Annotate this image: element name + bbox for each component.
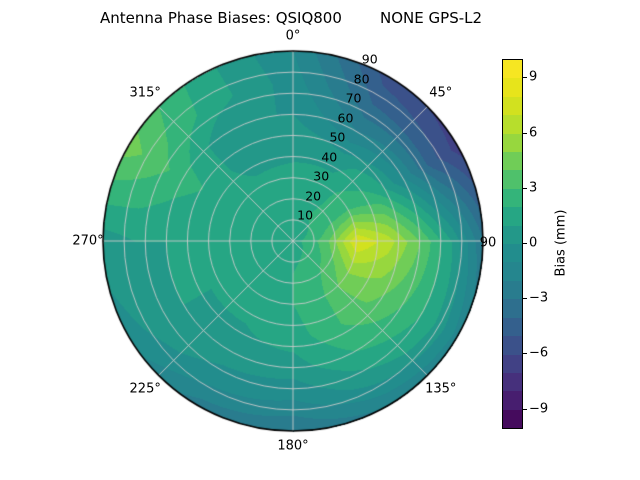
theta-label-0: 0° — [285, 28, 301, 44]
colorbar-segment — [503, 96, 522, 116]
colorbar-segment — [503, 372, 522, 392]
colorbar-segment — [503, 280, 522, 300]
colorbar-segment — [503, 133, 522, 153]
colorbar-segment — [503, 170, 522, 189]
colorbar-segment — [503, 188, 522, 208]
r-tick-label-10: 10 — [297, 207, 314, 223]
r-tick-label-80: 80 — [353, 71, 370, 87]
colorbar-segment — [503, 262, 522, 281]
theta-label-45: 45° — [429, 85, 453, 101]
chart-title: Antenna Phase Biases: QSIQ800 NONE GPS-L… — [99, 9, 483, 27]
colorbar-segment — [503, 354, 522, 373]
colorbar-tick-mark — [523, 353, 527, 355]
colorbar-tick-mark — [523, 408, 527, 410]
r-tick-label-90: 90 — [361, 51, 378, 67]
colorbar-segment — [503, 207, 522, 226]
colorbar-tick-mark — [523, 187, 527, 189]
colorbar-tick-label-9: 9 — [529, 69, 538, 85]
colorbar-tick-label--9: −9 — [529, 401, 549, 417]
colorbar-tick-label-6: 6 — [529, 125, 538, 141]
colorbar-segment — [503, 115, 522, 134]
colorbar-segment — [503, 152, 522, 171]
colorbar-segment — [503, 244, 522, 263]
theta-label-90: 90 — [479, 235, 497, 251]
colorbar-tick-label-0: 0 — [529, 235, 538, 251]
theta-label-180: 180° — [277, 438, 309, 454]
colorbar-segment — [503, 409, 522, 429]
colorbar-segment — [503, 78, 522, 97]
r-tick-label-40: 40 — [321, 149, 338, 165]
colorbar-segment — [503, 317, 522, 337]
colorbar-segment — [503, 60, 522, 79]
theta-label-270: 270° — [72, 233, 104, 249]
theta-label-225: 225° — [129, 381, 161, 397]
theta-label-135: 135° — [425, 381, 457, 397]
colorbar-axis-label: Bias (mm) — [553, 209, 569, 277]
r-tick-label-20: 20 — [305, 188, 322, 204]
colorbar-segment — [503, 391, 522, 410]
colorbar-segment — [503, 336, 522, 355]
colorbar-tick-label--6: −6 — [529, 345, 549, 361]
r-tick-label-30: 30 — [313, 168, 330, 184]
r-tick-label-70: 70 — [345, 90, 362, 106]
colorbar-tick-mark — [523, 132, 527, 134]
theta-label-315: 315° — [129, 85, 161, 101]
colorbar-segment — [503, 225, 522, 245]
colorbar-tick-mark — [523, 298, 527, 300]
r-tick-label-50: 50 — [329, 129, 346, 145]
colorbar — [502, 59, 523, 429]
colorbar-segment — [503, 299, 522, 318]
colorbar-tick-label-3: 3 — [529, 180, 538, 196]
colorbar-tick-label--3: −3 — [529, 290, 549, 306]
colorbar-tick-mark — [523, 243, 527, 244]
colorbar-tick-mark — [523, 77, 527, 79]
r-tick-label-60: 60 — [337, 110, 354, 126]
